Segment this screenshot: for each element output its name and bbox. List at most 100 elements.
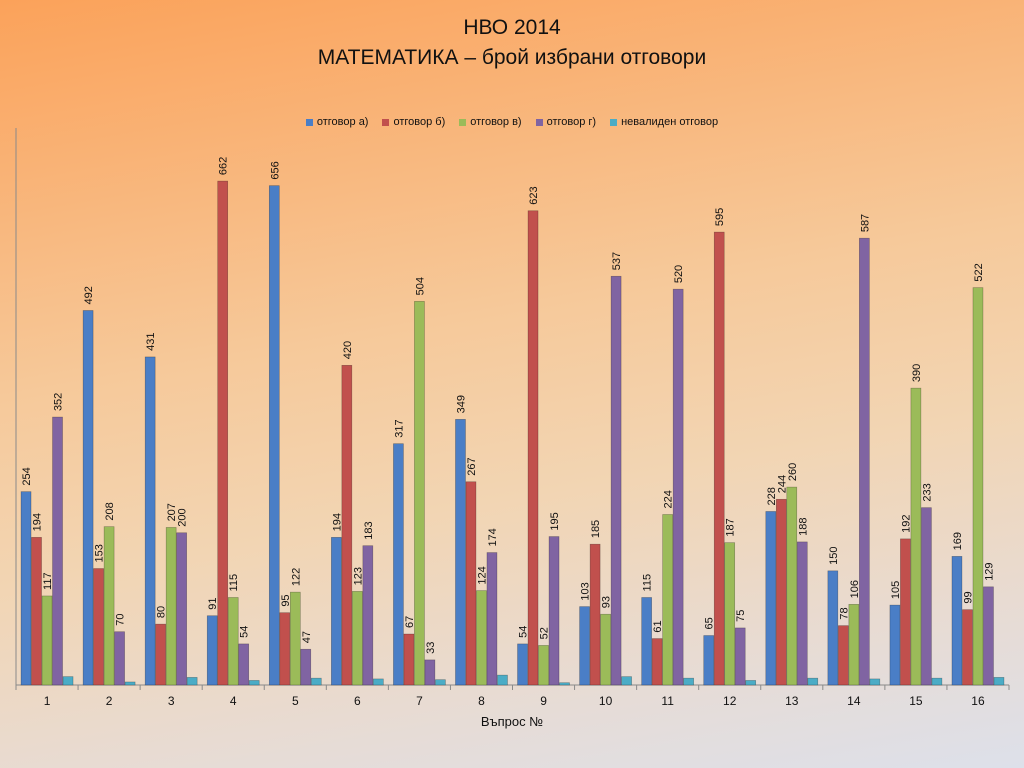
legend-label-a: отговор а): [316, 116, 369, 128]
data-label: 228: [766, 487, 778, 505]
data-label: 99: [962, 591, 974, 603]
x-axis-label: Въпрос №: [480, 714, 544, 729]
data-label: 188: [797, 518, 809, 536]
bar: [931, 677, 943, 686]
data-label: 195: [549, 512, 561, 530]
data-label: 52: [539, 627, 551, 639]
x-tick-label: 9: [540, 694, 547, 708]
bar: [765, 511, 777, 686]
bar: [786, 486, 798, 686]
bar: [827, 570, 839, 686]
bar: [186, 677, 198, 686]
data-label: 54: [518, 626, 530, 638]
data-label: 123: [352, 567, 364, 585]
legend-item-g: отговор г): [535, 116, 596, 128]
legend-swatch-a: [305, 118, 313, 126]
bar: [414, 301, 425, 686]
legend-label-v: отговор в): [470, 116, 522, 128]
bar: [683, 677, 694, 686]
legend-swatch-v: [459, 118, 467, 126]
bar: [838, 625, 849, 686]
data-label: 537: [611, 252, 623, 270]
data-label: 662: [218, 157, 230, 175]
bar: [165, 527, 177, 686]
legend-swatch-invalid: [610, 118, 618, 126]
data-label: 105: [890, 581, 902, 599]
bar: [393, 443, 404, 686]
data-label: 254: [21, 467, 33, 485]
bar: [268, 185, 280, 686]
bar: [362, 545, 374, 686]
bar: [962, 609, 973, 686]
bar: [424, 659, 436, 686]
bar: [600, 613, 611, 686]
legend-label-b: отговор б): [393, 116, 446, 128]
x-tick-label: 7: [416, 694, 423, 708]
bar: [610, 275, 622, 686]
data-label: 267: [466, 457, 478, 475]
bar: [807, 677, 819, 686]
bar: [114, 631, 125, 686]
data-label: 174: [487, 528, 499, 546]
bar: [310, 677, 322, 686]
data-label: 595: [714, 208, 726, 226]
x-tick-label: 2: [106, 694, 113, 708]
bar: [548, 536, 560, 686]
bar: [103, 526, 115, 686]
data-label: 207: [166, 503, 178, 521]
data-label: 260: [787, 463, 799, 481]
x-tick-label: 1: [44, 694, 51, 708]
data-label: 54: [239, 626, 251, 638]
bar: [20, 491, 32, 686]
bar: [403, 633, 415, 686]
bar: [435, 679, 446, 686]
data-label: 431: [145, 333, 157, 351]
legend-swatch-g: [535, 118, 543, 126]
bar: [859, 237, 870, 686]
x-tick-label: 15: [909, 694, 923, 708]
data-label: 349: [455, 395, 467, 413]
data-label: 623: [528, 186, 540, 204]
bar: [93, 568, 104, 686]
bar: [724, 542, 736, 686]
bar: [951, 556, 963, 686]
data-label: 78: [838, 607, 850, 619]
bar: [486, 552, 498, 686]
bar: [703, 635, 715, 686]
data-label: 61: [652, 620, 664, 632]
data-label: 192: [900, 514, 912, 532]
chart-subtitle: МАТЕМАТИКА – брой избрани отговори: [317, 46, 707, 69]
data-label: 67: [404, 616, 416, 628]
data-label: 103: [580, 582, 592, 600]
bar: [465, 481, 477, 686]
x-tick-label: 4: [230, 694, 237, 708]
data-label: 194: [331, 513, 343, 531]
legend-item-a: отговор а): [305, 116, 369, 128]
data-label: 233: [921, 483, 933, 501]
data-label: 115: [642, 574, 654, 592]
bar: [155, 623, 166, 686]
bar: [921, 507, 932, 686]
bar: [538, 645, 549, 686]
data-label: 33: [425, 642, 437, 654]
bar: [52, 416, 63, 686]
data-label: 183: [363, 521, 375, 539]
data-label: 208: [104, 502, 116, 520]
data-label: 504: [414, 277, 426, 295]
data-label: 656: [269, 161, 281, 179]
bar: [341, 364, 353, 686]
legend: отговор а) отговор б) отговор в) отговор…: [0, 116, 1024, 128]
legend-item-invalid: невалиден отговор: [610, 116, 718, 128]
x-tick-label: 10: [599, 694, 613, 708]
data-label: 317: [393, 419, 405, 437]
data-label: 115: [228, 574, 240, 592]
data-label: 522: [973, 263, 985, 281]
bar: [497, 674, 508, 686]
data-label: 244: [776, 475, 788, 493]
bar: [972, 287, 984, 686]
data-label: 200: [177, 508, 189, 526]
bar: [331, 537, 342, 686]
data-label: 224: [663, 490, 675, 508]
